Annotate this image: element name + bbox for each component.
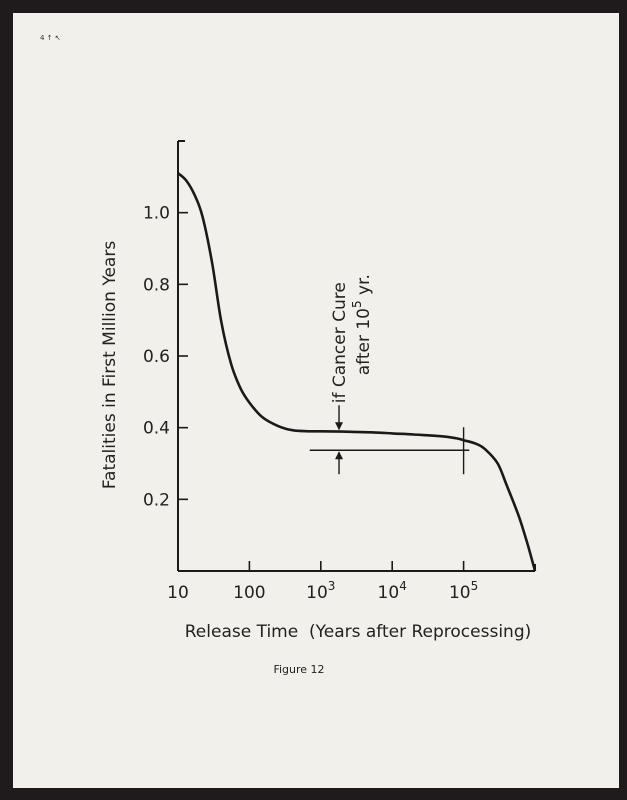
x-tick-label: 105 <box>449 579 478 603</box>
document-page: 4 ↑ ↖ 10 100 103 104 105 0.2 0.4 0.6 0.8 1.0 if … <box>13 13 619 788</box>
y-tick-label: 1.0 <box>143 204 170 224</box>
x-tick-label: 103 <box>306 579 335 603</box>
x-axis-ticks: 10 100 103 104 105 <box>167 561 478 603</box>
y-tick-label: 0.2 <box>143 490 170 510</box>
x-tick-label: 104 <box>378 579 407 603</box>
chart: 4 ↑ ↖ 10 100 103 104 105 0.2 0.4 0.6 0.8 1.0 if … <box>40 34 537 676</box>
x-tick-label: 10 <box>167 583 189 603</box>
y-tick-label: 0.6 <box>143 347 170 367</box>
y-axis-ticks: 0.2 0.4 0.6 0.8 1.0 <box>143 204 188 510</box>
y-tick-label: 0.8 <box>143 275 170 295</box>
arrow-down-head <box>335 422 344 431</box>
x-axis-label: Release Time (Years after Reprocessing) <box>185 622 532 642</box>
y-tick-label: 0.4 <box>143 419 170 439</box>
header-mark: 4 ↑ ↖ <box>40 34 61 42</box>
x-tick-label: 100 <box>233 583 265 603</box>
fatalities-curve <box>177 172 537 572</box>
figure-caption: Figure 12 <box>273 663 324 676</box>
annotation: if Cancer Cure after 105 yr. <box>309 274 470 475</box>
arrow-up-head <box>335 451 344 460</box>
y-axis-label: Fatalities in First Million Years <box>100 241 120 489</box>
annotation-line-1: if Cancer Cure <box>330 282 350 403</box>
annotation-line-2: after 105 yr. <box>350 274 374 375</box>
